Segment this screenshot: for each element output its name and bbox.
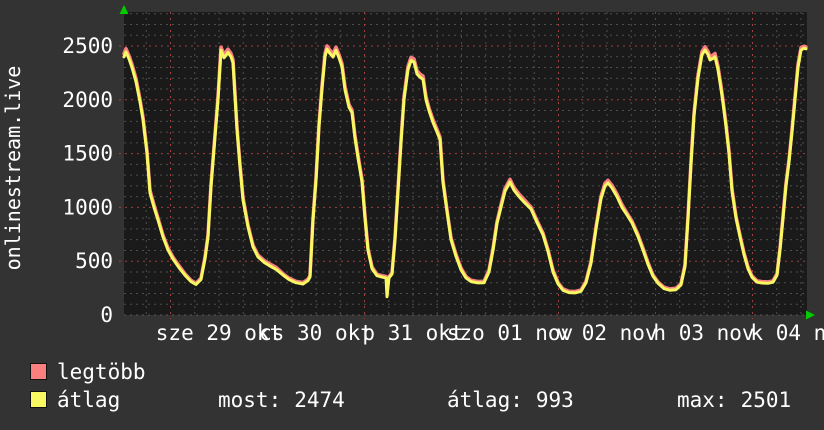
legend-row-legtobb: legtöbb [0,361,824,385]
y-axis-label: 2000 [62,88,113,112]
legend-swatch-legtobb [30,363,47,380]
stat-atlag-value: 993 [535,388,574,412]
x-axis-label: v 02 nov [556,321,657,345]
stat-most-value: 2474 [294,388,345,412]
x-axis-label: sze 29 okt [156,321,282,345]
y-axis-arrow-icon [119,5,129,14]
stat-max-label: max: [677,388,728,412]
x-axis-arrow-icon [806,310,815,320]
legend-swatch-atlag [30,391,47,408]
stat-atlag: átlag: 993 [447,389,574,411]
x-axis-label: szo 01 nov [447,321,573,345]
legend-row-atlag: átlag most: 2474 átlag: 993 max: 2501 [0,389,824,413]
stat-most-label: most: [218,388,282,412]
y-axis-label: 2500 [62,34,113,58]
x-axis-label: h 03 nov [653,321,754,345]
y-axis-label: 1000 [62,195,113,219]
x-axis-label: k 04 nov [750,321,824,345]
y-axis-label: 0 [100,303,113,327]
x-axis-label: cs 30 okt [259,321,373,345]
x-axis-label: p 31 okt [362,321,463,345]
legend-label-atlag: átlag [57,388,121,412]
y-axis-label: 500 [75,249,113,273]
y-axis-label: 1500 [62,142,113,166]
series-line-atlag [122,46,808,299]
stat-max-value: 2501 [740,388,792,412]
plot-background [124,12,807,315]
legend-label-legtobb: legtöbb [57,360,146,384]
stat-most: most: 2474 [218,389,345,411]
stat-atlag-label: átlag: [447,388,523,412]
stat-max: max: 2501 [677,389,791,411]
